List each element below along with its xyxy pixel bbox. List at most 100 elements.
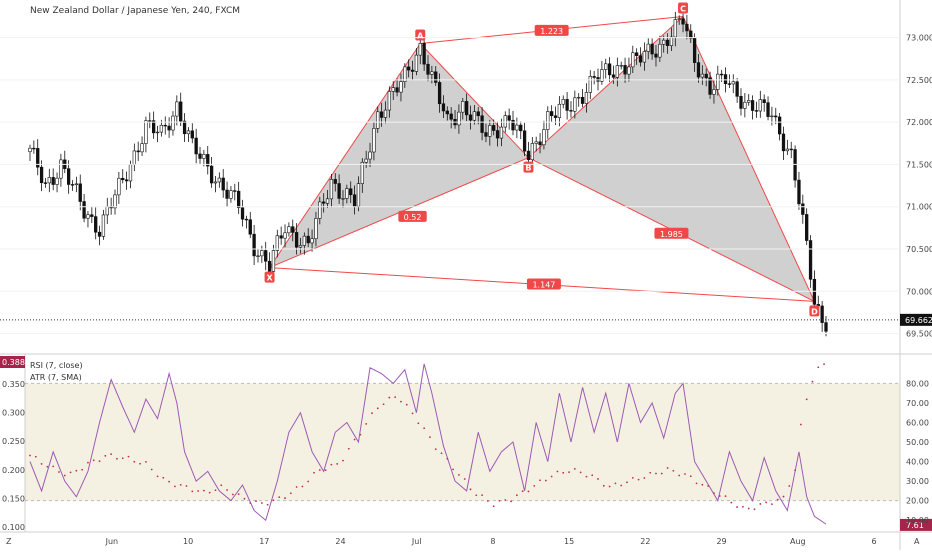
candle-body	[449, 113, 453, 120]
atr-dot	[237, 493, 240, 496]
candle-body	[302, 235, 307, 246]
candle-body	[700, 73, 705, 78]
candle-body	[426, 63, 430, 75]
pattern-point-label: C	[680, 4, 686, 13]
price-tick-label: 70.500	[906, 245, 932, 254]
atr-dot	[458, 473, 460, 476]
price-tick-label: 72.000	[906, 118, 932, 127]
candle-body	[638, 55, 643, 63]
time-tick-label: 8	[490, 537, 495, 546]
atr-dot	[359, 433, 362, 436]
atr-dot	[150, 468, 153, 471]
candle-body	[592, 76, 596, 78]
rsi-tick-label: 80.00	[906, 379, 929, 388]
candle-body	[503, 115, 507, 128]
time-tick-label: Aug	[790, 537, 806, 546]
candle-body	[383, 109, 388, 118]
atr-dot	[168, 480, 171, 483]
atr-dot	[388, 396, 391, 399]
candle-body	[569, 110, 573, 112]
ratio-label: 1.223	[540, 27, 563, 36]
candle-body	[789, 148, 793, 151]
pattern-leg	[528, 16, 684, 159]
atr-dot	[376, 407, 379, 410]
ratio-badge	[526, 278, 561, 290]
rsi-tick-label: 70.00	[906, 399, 929, 408]
candle-body	[70, 184, 75, 186]
atr-dot	[527, 490, 530, 493]
candle-body	[515, 124, 519, 131]
pattern-point-label: X	[266, 274, 273, 283]
atr-dot	[156, 475, 159, 478]
candle-body	[51, 177, 55, 185]
atr-dot	[782, 495, 785, 498]
candle-body	[264, 250, 268, 262]
atr-dot	[660, 472, 663, 475]
candle-body	[584, 92, 589, 104]
candle-body	[747, 100, 751, 103]
candle-body	[650, 43, 654, 55]
ratio-badge	[398, 210, 427, 222]
atr-dot	[759, 503, 762, 505]
candle-body	[132, 150, 136, 165]
rsi-tick-label: 50.00	[906, 438, 929, 447]
candle-body	[716, 73, 720, 90]
candle-body	[414, 54, 419, 72]
candle-body	[364, 158, 368, 163]
candle-body	[113, 194, 117, 209]
atr-dot	[823, 363, 825, 366]
candle-body	[229, 190, 233, 199]
atr-dot	[249, 502, 252, 504]
atr-dot	[139, 462, 142, 465]
candle-body	[665, 39, 670, 46]
candle-body	[252, 233, 256, 257]
atr-dot	[776, 498, 779, 501]
atr-dot	[585, 475, 588, 478]
oscillator-pane: 0.388 7.61	[0, 356, 932, 531]
atr-dot	[400, 400, 402, 403]
atr-dot	[452, 468, 455, 471]
candle-body	[43, 182, 48, 184]
atr-dot	[110, 453, 113, 456]
atr-dot	[434, 448, 437, 451]
candle-body	[140, 143, 144, 153]
candle-body	[727, 83, 732, 85]
atr-dot	[730, 501, 733, 504]
pattern-leg	[682, 16, 815, 302]
candle-body	[182, 120, 187, 135]
atr-dot	[556, 470, 559, 473]
auto-scale-label[interactable]: A	[914, 537, 920, 546]
atr-dot	[342, 459, 344, 462]
price-tick-label: 69.500	[906, 330, 932, 339]
atr-dot	[266, 503, 269, 506]
candle-body	[175, 101, 179, 117]
candle-body	[557, 103, 562, 118]
candle-body	[627, 66, 631, 75]
candle-body	[39, 166, 44, 184]
atr-dot	[481, 494, 483, 497]
candle-body	[372, 128, 376, 153]
atr-dot	[411, 412, 414, 415]
atr-dot	[631, 476, 634, 479]
candle-body	[553, 115, 558, 118]
zoom-label[interactable]: Z	[6, 537, 12, 546]
atr-dot	[498, 499, 501, 502]
candle-body	[542, 129, 546, 146]
candle-body	[387, 91, 392, 111]
candle-body	[604, 63, 608, 70]
rsi-tick-label: 30.00	[906, 477, 929, 486]
candle-body	[662, 39, 666, 45]
candle-body	[669, 36, 674, 46]
candle-body	[704, 73, 708, 79]
xab-triangle	[269, 43, 529, 268]
price-tick-label: 72.500	[906, 76, 932, 85]
candle-body	[221, 177, 225, 191]
candle-body	[499, 126, 504, 139]
atr-dot	[336, 463, 339, 465]
atr-dot	[272, 499, 275, 502]
atr-dot	[649, 471, 652, 474]
atr-dot	[626, 481, 628, 484]
candle-body	[190, 130, 194, 139]
atr-dot	[231, 493, 234, 496]
atr-dot	[29, 454, 31, 457]
